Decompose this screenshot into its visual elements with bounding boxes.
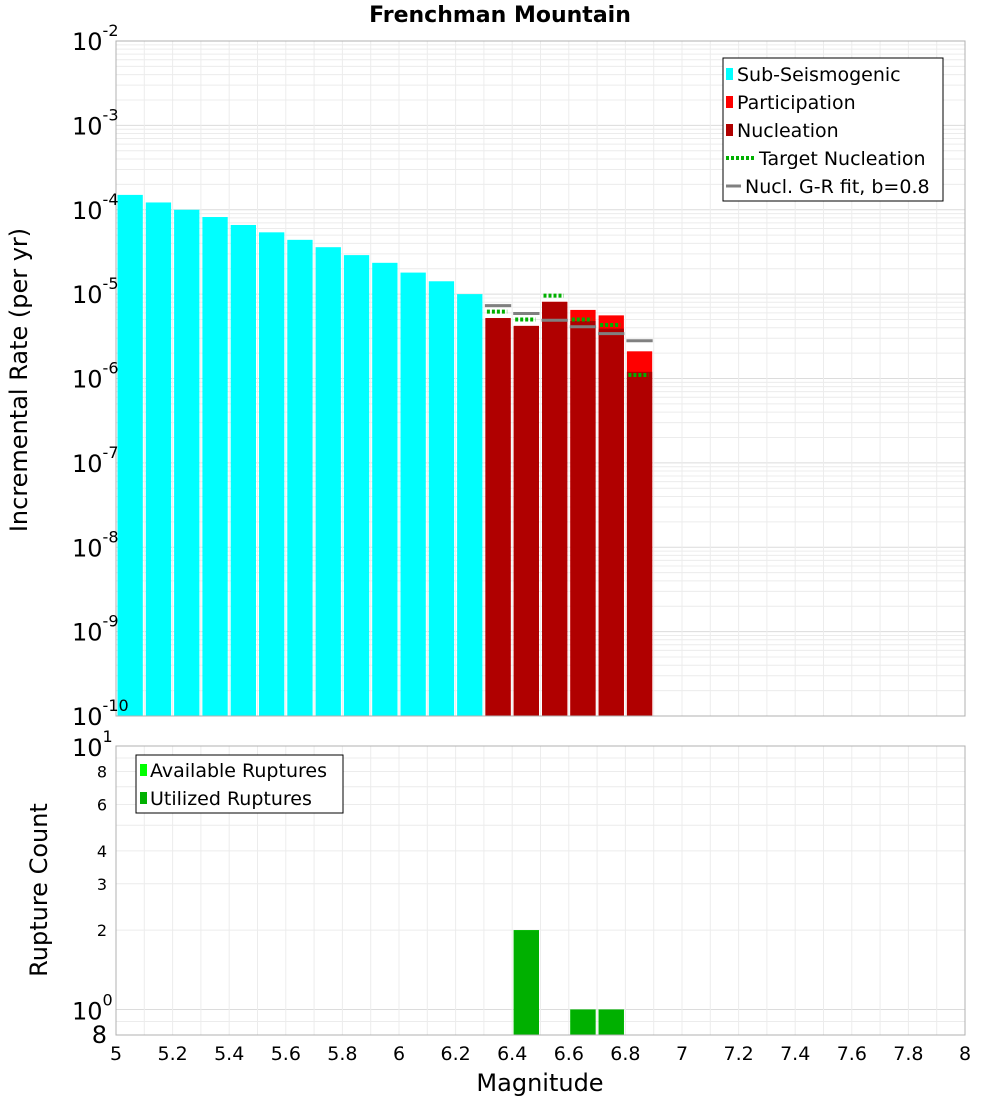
- rate-y-tick-label: 10-5: [72, 274, 119, 309]
- legend-swatch: [140, 764, 147, 776]
- rate-lines: [484, 293, 653, 378]
- count-bars: [513, 930, 624, 1035]
- count-y-minor-tick-label: 6: [97, 795, 107, 814]
- sub-seismogenic-bar: [202, 217, 228, 716]
- legend-label: Nucleation: [737, 120, 839, 142]
- x-tick-label: 5.8: [327, 1043, 357, 1065]
- sub-seismogenic-bar: [457, 294, 483, 716]
- rate-y-ticks: 10-10 10-9 10-8 10-7 10-6 10-5 10-4 10-3 10-2: [72, 21, 129, 731]
- x-axis-label: Magnitude: [476, 1069, 603, 1097]
- legend-swatch: [726, 68, 733, 80]
- sub-seismogenic-bar: [145, 202, 172, 717]
- rate-y-tick-label: 10-4: [72, 190, 119, 225]
- legend-swatch: [726, 124, 733, 136]
- nucleation-bar: [626, 371, 653, 716]
- x-tick-label: 6: [393, 1043, 405, 1065]
- sub-seismogenic-bar: [259, 232, 285, 716]
- x-tick-label: 5.4: [214, 1043, 244, 1065]
- count-y-major-tick-label: 100: [72, 990, 113, 1025]
- nucleation-bar: [542, 301, 568, 716]
- x-tick-label: 6.2: [440, 1043, 470, 1065]
- sub-seismogenic-bar: [428, 281, 455, 716]
- sub-seismogenic-bar: [343, 255, 370, 716]
- x-tick-label: 7.6: [837, 1043, 867, 1065]
- x-tick-label: 7: [676, 1043, 688, 1065]
- sub-seismogenic-bar: [287, 239, 313, 716]
- x-tick-label: 5.6: [271, 1043, 301, 1065]
- sub-seismogenic-bar: [372, 262, 398, 716]
- rate-y-tick-label: 10-10: [72, 696, 129, 731]
- rate-y-axis-label: Incremental Rate (per yr): [5, 228, 33, 532]
- nucleation-bar: [570, 321, 596, 716]
- utilized-ruptures-bar: [513, 930, 539, 1035]
- rate-y-tick-label: 10-8: [72, 527, 119, 562]
- legend-label: Available Ruptures: [150, 760, 327, 782]
- count-y-minor-tick-label: 4: [97, 842, 107, 861]
- nucleation-bar: [513, 325, 539, 716]
- sub-seismogenic-bar: [117, 194, 143, 716]
- rate-legend: Sub-Seismogenic Participation Nucleation Ta…: [722, 57, 944, 202]
- sub-seismogenic-bar: [174, 209, 200, 716]
- legend-label: Utilized Ruptures: [150, 788, 312, 810]
- count-x-ticks: 5 5.2 5.4 5.6 5.8 6 6.2 6.4 6.6 6.8 7 7.2 7.4 7.6 7.8 8: [110, 1043, 971, 1065]
- sub-seismogenic-bar: [230, 224, 256, 716]
- rate-y-tick-label: 10-9: [72, 612, 119, 647]
- utilized-ruptures-bar: [598, 1009, 624, 1035]
- count-y-major-tick-label: 101: [72, 727, 113, 762]
- x-tick-label: 7.2: [723, 1043, 753, 1065]
- rate-y-tick-label: 10-6: [72, 359, 119, 394]
- rate-y-tick-label: 10-7: [72, 443, 119, 478]
- count-y-minor-tick-label: 3: [97, 875, 107, 894]
- x-tick-label: 6.6: [554, 1043, 584, 1065]
- rate-y-tick-label: 10-3: [72, 105, 119, 140]
- legend-label: Target Nucleation: [758, 148, 926, 170]
- legend-label: Nucl. G-R fit, b=0.8: [745, 176, 930, 198]
- legend-label: Participation: [737, 92, 856, 114]
- count-y-minor-tick-label: 8: [92, 1021, 107, 1049]
- legend-swatch: [140, 792, 147, 804]
- count-y-minor-tick-label: 2: [97, 921, 107, 940]
- chart-title: Frenchman Mountain: [369, 3, 631, 28]
- legend-swatch: [726, 96, 733, 108]
- x-tick-label: 7.8: [893, 1043, 923, 1065]
- nucleation-bar: [598, 328, 624, 716]
- rate-bars: [117, 194, 653, 717]
- legend-label: Sub-Seismogenic: [737, 64, 901, 86]
- nucleation-bar: [485, 318, 511, 716]
- utilized-ruptures-bar: [570, 1009, 596, 1035]
- x-tick-label: 6.8: [610, 1043, 640, 1065]
- rate-panel: 10-10 10-9 10-8 10-7 10-6 10-5 10-4 10-3 10-2 In…: [5, 21, 966, 731]
- x-tick-label: 5.2: [157, 1043, 187, 1065]
- sub-seismogenic-bar: [400, 272, 426, 716]
- x-tick-label: 5: [110, 1043, 122, 1065]
- count-y-minor-tick-label: 8: [97, 763, 107, 782]
- sub-seismogenic-bar: [315, 247, 341, 716]
- rate-y-tick-label: 10-2: [72, 21, 119, 56]
- count-y-axis-label: Rupture Count: [25, 803, 53, 977]
- x-tick-label: 6.4: [497, 1043, 527, 1065]
- x-tick-label: 7.4: [780, 1043, 810, 1065]
- x-tick-label: 8: [959, 1043, 971, 1065]
- count-legend: Available Ruptures Utilized Ruptures: [135, 754, 344, 814]
